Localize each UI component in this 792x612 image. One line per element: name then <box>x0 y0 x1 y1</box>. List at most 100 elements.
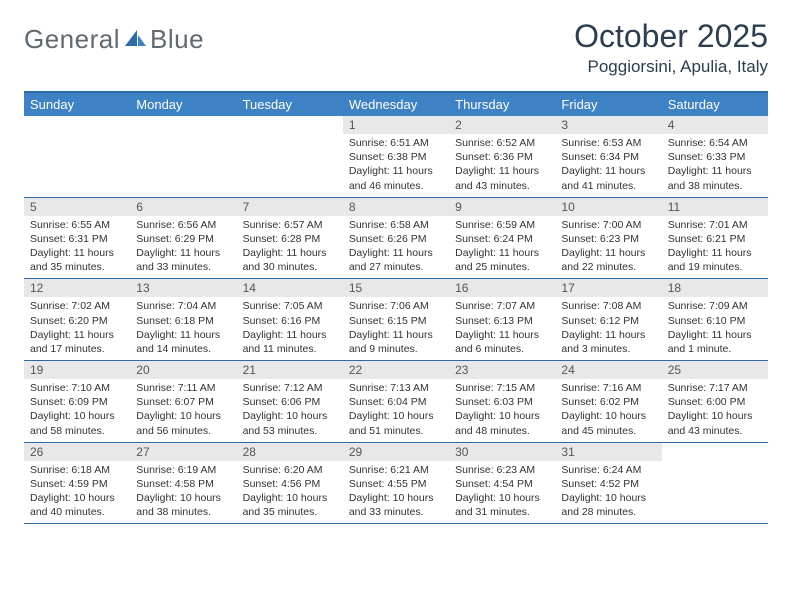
day-cell: 19Sunrise: 7:10 AMSunset: 6:09 PMDayligh… <box>24 361 130 442</box>
week-row: 19Sunrise: 7:10 AMSunset: 6:09 PMDayligh… <box>24 361 768 443</box>
daylight-text: Daylight: 10 hours and 51 minutes. <box>349 409 443 437</box>
sunrise-text: Sunrise: 7:01 AM <box>668 218 762 232</box>
daylight-text: Daylight: 10 hours and 31 minutes. <box>455 491 549 519</box>
day-number: 23 <box>449 361 555 379</box>
sunrise-text: Sunrise: 7:07 AM <box>455 299 549 313</box>
daylight-text: Daylight: 10 hours and 53 minutes. <box>243 409 337 437</box>
sunrise-text: Sunrise: 6:24 AM <box>561 463 655 477</box>
day-number <box>237 116 343 134</box>
day-number: 14 <box>237 279 343 297</box>
day-cell: 24Sunrise: 7:16 AMSunset: 6:02 PMDayligh… <box>555 361 661 442</box>
sunrise-text: Sunrise: 7:16 AM <box>561 381 655 395</box>
day-details: Sunrise: 6:21 AMSunset: 4:55 PMDaylight:… <box>343 461 449 524</box>
sunrise-text: Sunrise: 6:20 AM <box>243 463 337 477</box>
day-number: 4 <box>662 116 768 134</box>
day-number: 1 <box>343 116 449 134</box>
sunrise-text: Sunrise: 7:00 AM <box>561 218 655 232</box>
logo-text-blue: Blue <box>150 24 204 54</box>
week-row: 26Sunrise: 6:18 AMSunset: 4:59 PMDayligh… <box>24 443 768 525</box>
daylight-text: Daylight: 10 hours and 35 minutes. <box>243 491 337 519</box>
sunset-text: Sunset: 6:29 PM <box>136 232 230 246</box>
day-cell: 18Sunrise: 7:09 AMSunset: 6:10 PMDayligh… <box>662 279 768 360</box>
weeks-container: 1Sunrise: 6:51 AMSunset: 6:38 PMDaylight… <box>24 116 768 524</box>
day-number: 20 <box>130 361 236 379</box>
day-cell: 21Sunrise: 7:12 AMSunset: 6:06 PMDayligh… <box>237 361 343 442</box>
day-cell: 22Sunrise: 7:13 AMSunset: 6:04 PMDayligh… <box>343 361 449 442</box>
day-details: Sunrise: 7:00 AMSunset: 6:23 PMDaylight:… <box>555 216 661 279</box>
day-details: Sunrise: 7:01 AMSunset: 6:21 PMDaylight:… <box>662 216 768 279</box>
day-details: Sunrise: 7:12 AMSunset: 6:06 PMDaylight:… <box>237 379 343 442</box>
day-details: Sunrise: 7:02 AMSunset: 6:20 PMDaylight:… <box>24 297 130 360</box>
day-details: Sunrise: 6:23 AMSunset: 4:54 PMDaylight:… <box>449 461 555 524</box>
sunrise-text: Sunrise: 7:13 AM <box>349 381 443 395</box>
day-cell: 4Sunrise: 6:54 AMSunset: 6:33 PMDaylight… <box>662 116 768 197</box>
sunset-text: Sunset: 6:10 PM <box>668 314 762 328</box>
sunrise-text: Sunrise: 6:58 AM <box>349 218 443 232</box>
day-cell: 6Sunrise: 6:56 AMSunset: 6:29 PMDaylight… <box>130 198 236 279</box>
title-block: October 2025 Poggiorsini, Apulia, Italy <box>574 18 768 77</box>
logo-text-gray: General <box>24 24 120 55</box>
day-details: Sunrise: 7:16 AMSunset: 6:02 PMDaylight:… <box>555 379 661 442</box>
daylight-text: Daylight: 11 hours and 14 minutes. <box>136 328 230 356</box>
sunset-text: Sunset: 6:36 PM <box>455 150 549 164</box>
day-details: Sunrise: 7:04 AMSunset: 6:18 PMDaylight:… <box>130 297 236 360</box>
weekday-header: Tuesday <box>237 93 343 116</box>
day-number <box>24 116 130 134</box>
day-details: Sunrise: 7:17 AMSunset: 6:00 PMDaylight:… <box>662 379 768 442</box>
sunset-text: Sunset: 4:52 PM <box>561 477 655 491</box>
day-details: Sunrise: 6:56 AMSunset: 6:29 PMDaylight:… <box>130 216 236 279</box>
daylight-text: Daylight: 11 hours and 43 minutes. <box>455 164 549 192</box>
sunrise-text: Sunrise: 7:11 AM <box>136 381 230 395</box>
sunset-text: Sunset: 6:31 PM <box>30 232 124 246</box>
day-cell: 30Sunrise: 6:23 AMSunset: 4:54 PMDayligh… <box>449 443 555 524</box>
sunset-text: Sunset: 6:33 PM <box>668 150 762 164</box>
sunset-text: Sunset: 4:55 PM <box>349 477 443 491</box>
day-details: Sunrise: 7:05 AMSunset: 6:16 PMDaylight:… <box>237 297 343 360</box>
day-number: 27 <box>130 443 236 461</box>
day-details: Sunrise: 6:59 AMSunset: 6:24 PMDaylight:… <box>449 216 555 279</box>
sunrise-text: Sunrise: 7:02 AM <box>30 299 124 313</box>
daylight-text: Daylight: 11 hours and 9 minutes. <box>349 328 443 356</box>
day-number: 19 <box>24 361 130 379</box>
weekday-header-row: SundayMondayTuesdayWednesdayThursdayFrid… <box>24 93 768 116</box>
day-details: Sunrise: 6:57 AMSunset: 6:28 PMDaylight:… <box>237 216 343 279</box>
day-number: 3 <box>555 116 661 134</box>
sunrise-text: Sunrise: 6:56 AM <box>136 218 230 232</box>
day-number: 2 <box>449 116 555 134</box>
day-cell: 29Sunrise: 6:21 AMSunset: 4:55 PMDayligh… <box>343 443 449 524</box>
daylight-text: Daylight: 11 hours and 38 minutes. <box>668 164 762 192</box>
day-cell: 3Sunrise: 6:53 AMSunset: 6:34 PMDaylight… <box>555 116 661 197</box>
sunrise-text: Sunrise: 7:10 AM <box>30 381 124 395</box>
logo: General Blue <box>24 18 204 55</box>
day-details: Sunrise: 6:55 AMSunset: 6:31 PMDaylight:… <box>24 216 130 279</box>
day-number: 7 <box>237 198 343 216</box>
week-row: 1Sunrise: 6:51 AMSunset: 6:38 PMDaylight… <box>24 116 768 198</box>
day-number: 31 <box>555 443 661 461</box>
day-cell: 17Sunrise: 7:08 AMSunset: 6:12 PMDayligh… <box>555 279 661 360</box>
weekday-header: Saturday <box>662 93 768 116</box>
sunset-text: Sunset: 6:03 PM <box>455 395 549 409</box>
day-number: 11 <box>662 198 768 216</box>
day-number <box>662 443 768 461</box>
day-number: 24 <box>555 361 661 379</box>
day-cell: 10Sunrise: 7:00 AMSunset: 6:23 PMDayligh… <box>555 198 661 279</box>
day-details: Sunrise: 6:19 AMSunset: 4:58 PMDaylight:… <box>130 461 236 524</box>
day-cell: 9Sunrise: 6:59 AMSunset: 6:24 PMDaylight… <box>449 198 555 279</box>
day-number <box>130 116 236 134</box>
day-cell: 2Sunrise: 6:52 AMSunset: 6:36 PMDaylight… <box>449 116 555 197</box>
day-cell <box>130 116 236 197</box>
daylight-text: Daylight: 10 hours and 58 minutes. <box>30 409 124 437</box>
daylight-text: Daylight: 10 hours and 33 minutes. <box>349 491 443 519</box>
week-row: 5Sunrise: 6:55 AMSunset: 6:31 PMDaylight… <box>24 198 768 280</box>
day-number: 8 <box>343 198 449 216</box>
day-cell: 27Sunrise: 6:19 AMSunset: 4:58 PMDayligh… <box>130 443 236 524</box>
sunset-text: Sunset: 4:54 PM <box>455 477 549 491</box>
sunrise-text: Sunrise: 7:05 AM <box>243 299 337 313</box>
day-cell: 26Sunrise: 6:18 AMSunset: 4:59 PMDayligh… <box>24 443 130 524</box>
sunset-text: Sunset: 6:18 PM <box>136 314 230 328</box>
day-details: Sunrise: 7:15 AMSunset: 6:03 PMDaylight:… <box>449 379 555 442</box>
sunset-text: Sunset: 6:21 PM <box>668 232 762 246</box>
daylight-text: Daylight: 11 hours and 3 minutes. <box>561 328 655 356</box>
logo-sail-icon <box>123 28 147 51</box>
weekday-header: Wednesday <box>343 93 449 116</box>
